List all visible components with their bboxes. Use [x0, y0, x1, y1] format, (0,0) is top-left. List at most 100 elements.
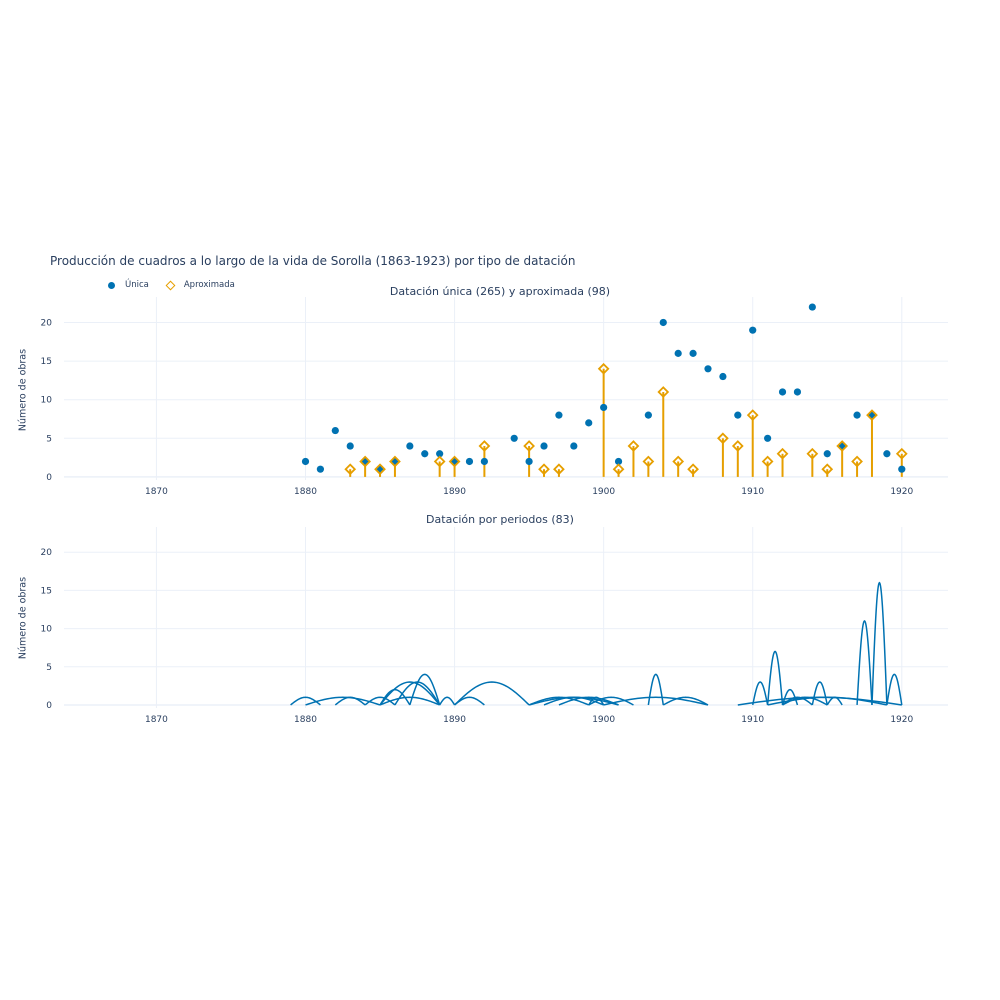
period-arc[interactable] — [811, 681, 828, 706]
top-y-axis-label: Número de obras — [17, 348, 29, 432]
period-arc[interactable] — [454, 681, 530, 706]
unica-point[interactable] — [406, 442, 414, 450]
aproximada-point[interactable] — [597, 362, 610, 375]
aproximada-point[interactable] — [806, 447, 819, 460]
aproximada-point[interactable] — [627, 440, 640, 452]
period-arc[interactable] — [439, 696, 456, 706]
period-arc[interactable] — [886, 673, 903, 706]
unica-point[interactable] — [316, 465, 325, 473]
aproximada-point[interactable] — [776, 447, 789, 460]
unica-point[interactable] — [301, 457, 310, 466]
period-arc[interactable] — [767, 696, 888, 706]
unica-point[interactable] — [555, 411, 563, 419]
period-arc[interactable] — [588, 696, 634, 706]
x-tick-label: 1910 — [741, 715, 764, 725]
aproximada-point[interactable] — [374, 463, 386, 476]
period-arc[interactable] — [588, 696, 605, 706]
aproximada-point[interactable] — [478, 440, 491, 452]
unica-point[interactable] — [823, 450, 831, 458]
unica-point[interactable] — [331, 426, 339, 435]
period-arc[interactable] — [409, 673, 441, 706]
unica-point[interactable] — [689, 349, 697, 357]
aproximada-point[interactable] — [866, 409, 878, 422]
aproximada-point[interactable] — [389, 455, 401, 468]
top-panel-title: Datación única (265) y aproximada (98) — [389, 285, 611, 298]
period-arc[interactable] — [751, 681, 769, 706]
period-arc[interactable] — [379, 696, 440, 706]
unica-point[interactable] — [570, 442, 578, 450]
aproximada-point[interactable] — [612, 463, 625, 476]
period-arc[interactable] — [528, 696, 590, 706]
unica-point[interactable] — [808, 303, 816, 311]
aproximada-point[interactable] — [746, 409, 759, 422]
unica-point[interactable] — [764, 434, 772, 442]
aproximada-point[interactable] — [448, 455, 461, 468]
legend-item-unica[interactable]: Única — [108, 280, 149, 290]
unica-point[interactable] — [346, 442, 354, 450]
x-tick-label: 1900 — [592, 715, 615, 725]
unica-point[interactable] — [704, 365, 712, 373]
aproximada-point[interactable] — [672, 455, 685, 468]
unica-point[interactable] — [480, 457, 488, 466]
aproximada-point[interactable] — [538, 463, 550, 476]
unica-point[interactable] — [644, 411, 652, 419]
x-tick-label: 1870 — [145, 487, 168, 497]
aproximada-point[interactable] — [433, 455, 446, 468]
unica-point[interactable] — [525, 457, 533, 466]
period-arc[interactable] — [662, 696, 709, 706]
aproximada-point[interactable] — [851, 455, 863, 468]
y-tick-label: 5 — [46, 434, 52, 444]
x-tick-label: 1910 — [741, 487, 764, 497]
unica-point[interactable] — [510, 434, 518, 442]
x-tick-label: 1880 — [294, 487, 317, 497]
period-arc[interactable] — [305, 696, 381, 706]
unica-point[interactable] — [421, 450, 429, 458]
period-arc[interactable] — [603, 696, 709, 706]
unica-point[interactable] — [436, 450, 444, 458]
period-arc[interactable] — [558, 696, 619, 706]
unica-point[interactable] — [853, 411, 861, 419]
unica-point[interactable] — [734, 411, 742, 419]
aproximada-point[interactable] — [642, 455, 655, 468]
unica-point[interactable] — [793, 388, 802, 396]
period-arc[interactable] — [647, 673, 665, 706]
unica-point[interactable] — [465, 457, 474, 466]
aproximada-point[interactable] — [836, 440, 849, 452]
aproximada-point[interactable] — [359, 455, 371, 468]
unica-point[interactable] — [600, 403, 608, 412]
unica-point[interactable] — [883, 450, 891, 458]
aproximada-point[interactable] — [895, 447, 908, 460]
top-panel: 1870 1880 1890 1900 1910 1920 0 5 10 15 20 — [41, 297, 948, 497]
unica-point[interactable] — [614, 457, 623, 466]
period-arc[interactable] — [528, 696, 619, 706]
period-arc[interactable] — [379, 681, 441, 706]
unica-point[interactable] — [674, 349, 682, 357]
bottom-panel-title: Datación por periodos (83) — [426, 513, 574, 526]
x-tick-label: 1920 — [890, 715, 913, 725]
unica-point[interactable] — [659, 318, 667, 327]
legend-label-aproximada: Aproximada — [183, 280, 235, 290]
period-arc[interactable] — [766, 650, 784, 706]
aproximada-point[interactable] — [821, 463, 834, 476]
x-tick-label: 1870 — [145, 715, 168, 725]
unica-point[interactable] — [540, 442, 548, 450]
unica-point[interactable] — [719, 372, 727, 381]
aproximada-point[interactable] — [761, 455, 774, 468]
y-tick-label: 0 — [46, 473, 52, 483]
y-tick-label: 10 — [41, 625, 53, 635]
aproximada-point[interactable] — [523, 440, 535, 452]
aproximada-point[interactable] — [717, 432, 729, 445]
unica-point[interactable] — [778, 388, 787, 396]
aproximada-point[interactable] — [657, 386, 670, 398]
unica-point[interactable] — [585, 419, 593, 427]
aproximada-point[interactable] — [553, 463, 565, 476]
period-arc[interactable] — [871, 581, 888, 705]
aproximada-point[interactable] — [731, 440, 744, 452]
aproximada-point[interactable] — [687, 463, 699, 476]
unica-point[interactable] — [898, 465, 906, 473]
legend-item-aproximada[interactable]: Aproximada — [163, 280, 235, 290]
unica-point[interactable] — [749, 326, 757, 334]
period-arc[interactable] — [856, 620, 873, 705]
aproximada-point[interactable] — [344, 463, 357, 476]
period-arc[interactable] — [334, 696, 366, 706]
